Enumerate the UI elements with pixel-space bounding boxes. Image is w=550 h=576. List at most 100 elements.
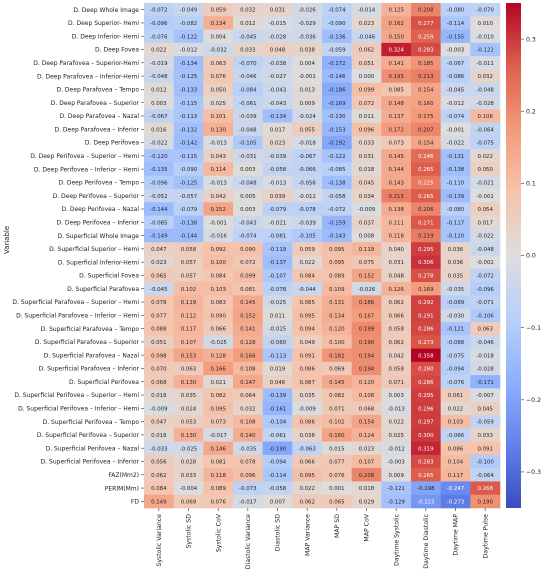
heatmap-cell — [292, 454, 323, 469]
heatmap-cell — [203, 388, 234, 402]
heatmap-cell — [144, 149, 174, 163]
heatmap-cell — [411, 242, 441, 256]
cell-value-label: 0.034 — [359, 194, 375, 200]
heatmap-cell — [351, 481, 382, 496]
cell-value-label: 0.036 — [448, 247, 464, 253]
heatmap-cell — [144, 255, 174, 270]
cell-value-label: 0.045 — [477, 406, 492, 412]
cell-value-label: -0.104 — [269, 420, 287, 426]
heatmap-cell — [411, 42, 441, 57]
cell-value-label: 0.246 — [418, 154, 434, 160]
cell-value-label: 0.194 — [359, 353, 375, 359]
heatmap-cell — [470, 295, 501, 309]
cell-value-label: -0.144 — [180, 234, 198, 240]
cell-value-label: 0.000 — [359, 74, 375, 80]
heatmap-cell — [203, 69, 234, 84]
heatmap-cell — [470, 361, 501, 376]
heatmap-cell — [322, 255, 352, 270]
cell-value-label: -0.089 — [447, 300, 465, 306]
cell-value-label: 0.090 — [240, 247, 256, 253]
cell-value-label: 0.031 — [359, 154, 374, 160]
heatmap-cell — [173, 401, 204, 416]
heatmap-cell — [262, 282, 293, 296]
cell-value-label: 0.117 — [448, 473, 463, 479]
heatmap-cell — [144, 454, 174, 469]
cell-value-label: -0.009 — [298, 406, 316, 412]
colorbar-tick-label: 0.3 — [526, 36, 536, 43]
heatmap-cell — [292, 468, 323, 482]
cell-value-label: -0.085 — [150, 220, 167, 226]
cell-value-label: 0.071 — [329, 406, 344, 412]
heatmap-cell — [292, 361, 323, 376]
heatmap-cell — [351, 468, 382, 482]
cell-value-label: -0.046 — [239, 74, 257, 80]
heatmap-cell — [411, 228, 441, 243]
cell-value-label: 0.167 — [359, 313, 374, 319]
cell-value-label: 0.062 — [299, 499, 314, 505]
cell-value-label: -0.058 — [328, 194, 346, 200]
cell-value-label: 0.297 — [418, 420, 433, 426]
cell-value-label: -0.190 — [269, 446, 287, 452]
colorbar-tick-label: 0.2 — [526, 108, 536, 115]
heatmap-cell — [292, 228, 323, 243]
cell-value-label: -0.014 — [358, 8, 376, 14]
heatmap-cell — [470, 56, 501, 70]
cell-value-label: 0.104 — [448, 460, 464, 466]
y-axis-label: Variable — [3, 226, 11, 254]
column-tick-label: MAP SD — [334, 514, 341, 538]
heatmap-cell — [173, 202, 204, 216]
cell-value-label: 0.035 — [448, 274, 463, 280]
cell-value-label: 0.130 — [210, 127, 226, 133]
heatmap-cell — [262, 255, 293, 270]
heatmap-cell — [351, 175, 382, 190]
column-tick-label: Systolic SD — [186, 514, 193, 549]
heatmap-cell — [233, 268, 263, 283]
cell-value-label: 0.077 — [151, 313, 166, 319]
heatmap-cell — [144, 3, 174, 17]
cell-value-label: -0.001 — [476, 194, 493, 200]
heatmap-cell — [470, 175, 501, 190]
heatmap-cell — [173, 56, 204, 70]
cell-value-label: 0.073 — [210, 420, 225, 426]
heatmap-cell — [322, 308, 352, 323]
cell-value-label: -0.012 — [180, 48, 197, 54]
heatmap-cell — [351, 401, 382, 416]
cell-value-label: -0.013 — [209, 181, 226, 187]
heatmap-cell — [292, 494, 323, 509]
cell-value-label: 0.018 — [359, 167, 375, 173]
heatmap-cell — [233, 109, 263, 123]
heatmap-cell — [470, 122, 501, 137]
cell-value-label: 0.120 — [359, 380, 375, 386]
cell-value-label: -0.159 — [328, 220, 346, 226]
cell-value-label: 0.144 — [388, 167, 404, 173]
cell-value-label: -0.025 — [269, 327, 286, 333]
heatmap-cell — [292, 162, 323, 177]
heatmap-cell — [262, 375, 293, 389]
cell-value-label: 0.051 — [151, 340, 166, 346]
column-tick-labels: Systolic Variance Systolic SD Systolic CoV… — [156, 508, 489, 569]
cell-value-label: -0.153 — [328, 127, 345, 133]
heatmap-cell — [440, 428, 471, 442]
heatmap-cells: -0.072 -0.049 0.059 0.032 0.031 -0.026 -0.074 -… — [144, 3, 501, 509]
cell-value-label: -0.048 — [476, 87, 494, 93]
cell-value-label: -0.143 — [328, 234, 345, 240]
cell-value-label: -0.066 — [447, 433, 465, 439]
cell-value-label: -0.125 — [180, 74, 197, 80]
heatmap-cell — [144, 375, 174, 389]
heatmap-cell — [470, 149, 501, 163]
heatmap-cell — [351, 428, 382, 442]
heatmap-cell — [440, 282, 471, 296]
cell-value-label: -0.115 — [180, 154, 197, 160]
heatmap-cell — [173, 82, 204, 97]
cell-value-label: -0.133 — [180, 87, 197, 93]
cell-value-label: 0.152 — [359, 274, 374, 280]
cell-value-label: 0.145 — [388, 154, 403, 160]
cell-value-label: 0.076 — [329, 473, 345, 479]
cell-value-label: 0.035 — [181, 393, 196, 399]
heatmap-cell — [411, 29, 441, 44]
heatmap-cell — [322, 56, 352, 70]
cell-value-label: 0.117 — [181, 327, 196, 333]
cell-value-label: -0.088 — [447, 340, 465, 346]
heatmap-cell — [203, 56, 234, 70]
heatmap-cell — [411, 175, 441, 190]
